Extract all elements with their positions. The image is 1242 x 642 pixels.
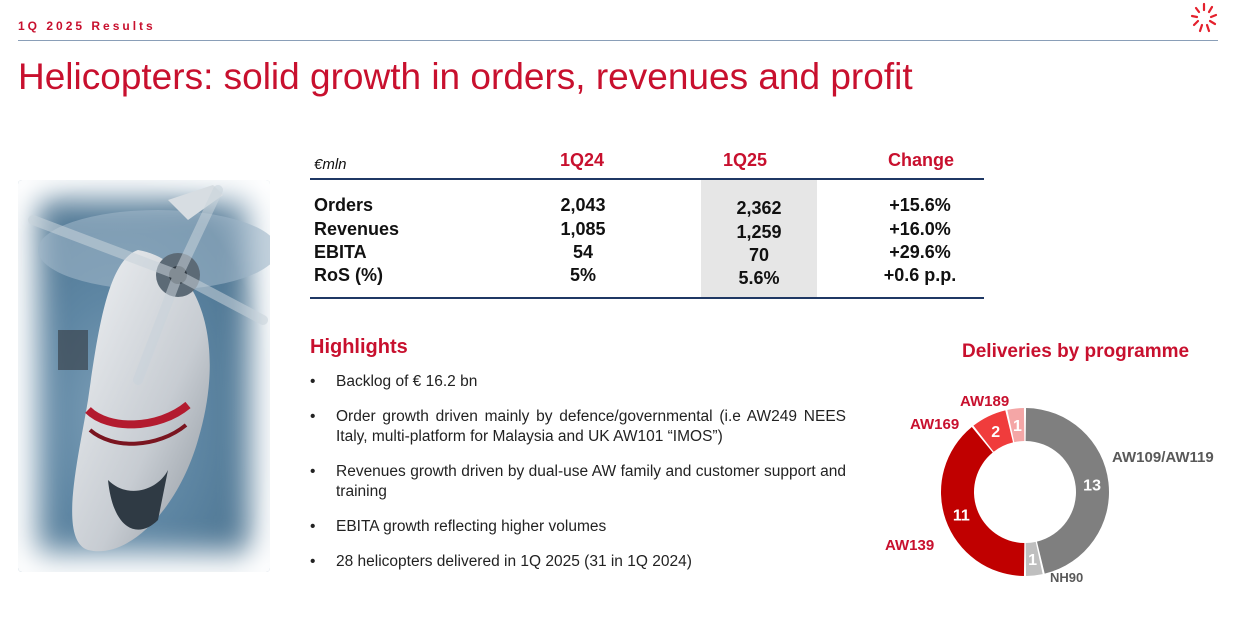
cell-1q25: 70 (748, 245, 770, 265)
column-header-change: Change (888, 150, 955, 170)
table-row: Orders 2,043 2,362 +15.6% (310, 195, 984, 219)
results-table: €mln 1Q24 1Q25 Change Orders 2,043 2,362… (310, 140, 984, 300)
table-row: EBITA 54 70 +29.6% (310, 242, 984, 266)
list-item: 28 helicopters delivered in 1Q 2025 (31 … (310, 552, 846, 572)
slice-value-label: 13 (1083, 477, 1101, 494)
header-divider (18, 40, 1218, 41)
slice-category-label: NH90 (1050, 570, 1083, 585)
donut-slice-aw109-aw119 (1025, 408, 1109, 574)
row-label: EBITA (314, 242, 367, 262)
table-bottom-rule (310, 297, 984, 299)
cell-change: +15.6% (889, 195, 951, 215)
list-item: Backlog of € 16.2 bn (310, 372, 846, 392)
slice-category-label: AW189 (960, 393, 1009, 410)
slice-category-label: AW139 (885, 537, 934, 554)
page-title: Helicopters: solid growth in orders, rev… (18, 56, 913, 97)
list-item: Revenues growth driven by dual-use AW fa… (310, 462, 846, 502)
table-row: RoS (%) 5% 5.6% +0.6 p.p. (310, 265, 984, 289)
donut-slice-aw169 (973, 410, 1014, 452)
helicopter-photo (18, 180, 270, 572)
cell-1q25: 5.6% (738, 268, 780, 288)
row-label: Revenues (314, 219, 400, 239)
highlights-title: Highlights (310, 336, 408, 358)
cell-change: +16.0% (889, 219, 951, 239)
slice-value-label: 1 (1028, 552, 1037, 569)
cell-1q24: 1,085 (560, 219, 606, 239)
company-logo-icon (1190, 2, 1218, 33)
donut-slice-nh90 (1025, 541, 1043, 576)
list-item: EBITA growth reflecting higher volumes (310, 517, 846, 537)
section-label: 1Q 2025 Results (18, 19, 156, 33)
donut-slice-aw189 (1007, 408, 1025, 443)
cell-1q24: 54 (572, 242, 594, 262)
list-item: Order growth driven mainly by defence/go… (310, 407, 846, 447)
donut-slice-aw139 (941, 426, 1025, 576)
table-row: Revenues 1,085 1,259 +16.0% (310, 219, 984, 243)
table-top-rule (310, 178, 984, 180)
cell-1q25: 1,259 (736, 222, 782, 242)
highlights-list: Backlog of € 16.2 bn Order growth driven… (310, 372, 846, 587)
slice-value-label: 2 (991, 424, 1000, 441)
slice-value-label: 1 (1013, 418, 1022, 435)
slice-value-label: 11 (953, 507, 970, 524)
row-label: RoS (%) (314, 265, 383, 285)
chart-title: Deliveries by programme (962, 341, 1190, 362)
unit-label: €mln (314, 156, 347, 173)
column-header-1q25: 1Q25 (723, 150, 768, 170)
slice-category-label: AW169 (910, 416, 959, 433)
cell-1q24: 2,043 (560, 195, 606, 215)
cell-change: +29.6% (889, 242, 951, 262)
highlight-column (701, 180, 817, 298)
cell-1q25: 2,362 (736, 198, 782, 218)
cell-change: +0.6 p.p. (883, 265, 957, 285)
column-header-1q24: 1Q24 (560, 150, 605, 170)
row-label: Orders (314, 195, 374, 215)
cell-1q24: 5% (569, 265, 596, 285)
slice-category-label: AW109/AW119 (1112, 449, 1214, 466)
